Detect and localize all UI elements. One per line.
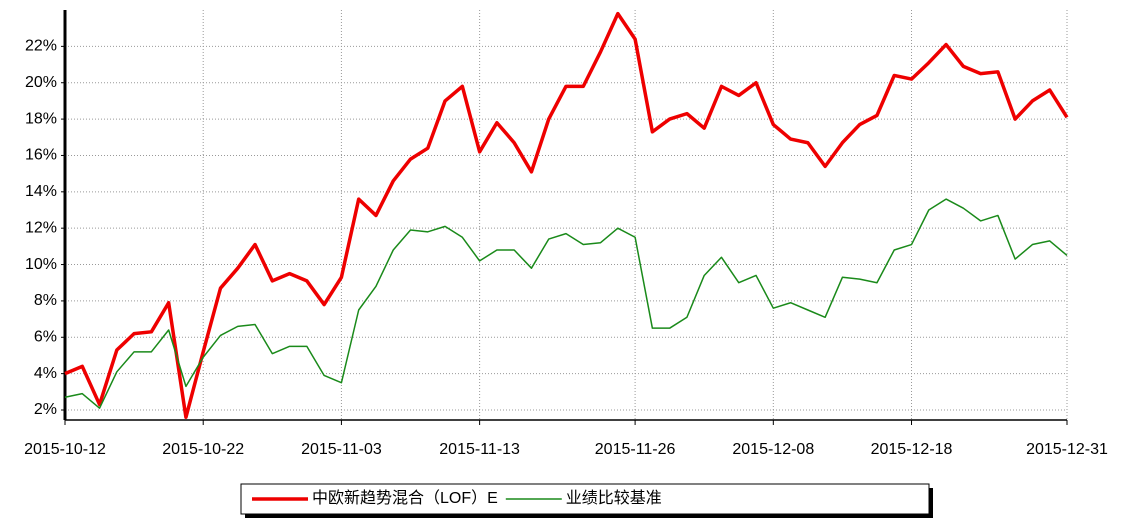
y-tick-label: 22% — [25, 38, 57, 55]
y-tick-label: 4% — [34, 365, 57, 382]
legend-box — [240, 483, 930, 515]
legend-label: 中欧新趋势混合（LOF）E — [312, 489, 498, 507]
y-tick-label: 10% — [25, 256, 57, 273]
x-tick-label: 2015-11-26 — [595, 441, 676, 458]
y-tick-label: 12% — [25, 219, 57, 236]
legend-label: 业绩比较基准 — [566, 489, 662, 507]
x-tick-label: 2015-12-08 — [732, 441, 814, 458]
y-tick-label: 20% — [25, 74, 57, 91]
x-tick-label: 2015-12-31 — [1026, 441, 1108, 458]
y-tick-label: 2% — [34, 401, 57, 418]
y-tick-label: 14% — [25, 183, 57, 200]
y-tick-label: 16% — [25, 147, 57, 164]
y-tick-label: 18% — [25, 110, 57, 127]
y-tick-label: 8% — [34, 292, 57, 309]
y-tick-label: 6% — [34, 328, 57, 345]
x-tick-label: 2015-11-13 — [439, 441, 520, 458]
line-series — [64, 198, 1068, 409]
line-series — [64, 11, 1069, 420]
x-tick-label: 2015-11-03 — [301, 441, 382, 458]
x-tick-label: 2015-10-22 — [162, 441, 244, 458]
x-tick-label: 2015-12-18 — [871, 441, 953, 458]
x-tick-label: 2015-10-12 — [24, 441, 106, 458]
